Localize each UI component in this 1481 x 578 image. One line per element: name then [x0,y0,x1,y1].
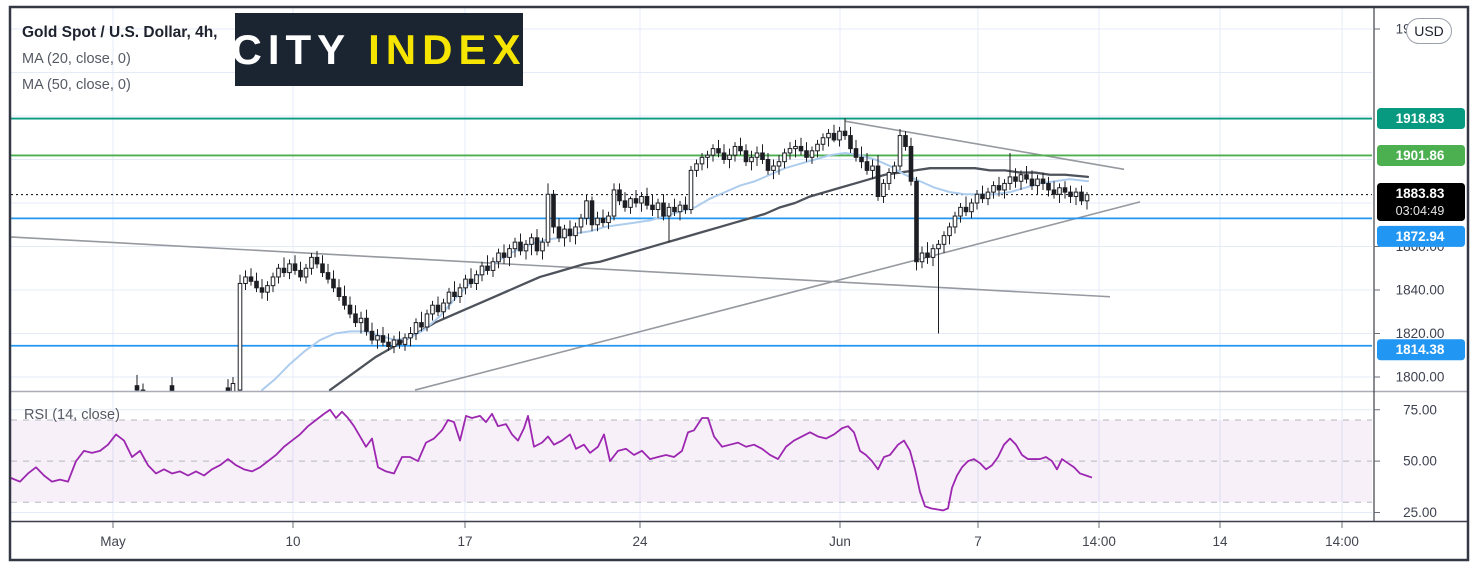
support-1872-badge [1377,225,1465,247]
time-axis[interactable]: May 10 17 24 Jun 7 14:00 14 14:00 [100,522,1359,549]
rsi-band [11,419,1372,503]
svg-text:25.00: 25.00 [1403,505,1437,520]
svg-text:1918.83: 1918.83 [1396,111,1445,126]
svg-text:1814.38: 1814.38 [1396,342,1445,357]
ma50-line [328,167,1090,392]
rsi-line [11,408,1093,512]
svg-text:1840.00: 1840.00 [1396,283,1445,298]
city-index-logo: CITY INDEX [231,13,527,86]
resistance-1901-badge [1377,144,1465,166]
svg-text:10: 10 [285,534,300,549]
ma20-line [261,151,1089,392]
chart-legend: Gold Spot / U.S. Dollar, 4h, MA (20, clo… [22,20,218,98]
svg-text:50.00: 50.00 [1403,454,1437,469]
svg-text:14: 14 [1212,534,1228,549]
svg-text:7: 7 [974,534,982,549]
svg-text:1883.83: 1883.83 [1396,186,1445,201]
price-axis[interactable]: 1960.001860.001840.001820.001800.0075.00… [1374,22,1444,521]
svg-text:May: May [100,534,126,549]
svg-text:1800.00: 1800.00 [1396,370,1445,385]
price-badges: 1918.83 1901.86 1872.94 1814.38 1883.83 03:04… [1377,108,1465,361]
svg-text:17: 17 [457,534,472,549]
level-lines[interactable] [11,117,1372,347]
ma50-legend[interactable]: MA (50, close, 0) [22,77,131,93]
support-1814-badge [1377,339,1465,361]
svg-text:24: 24 [632,534,648,549]
logo-text-city: CITY [231,25,369,73]
candlestick-series [134,118,1090,392]
long-descending-trendline[interactable] [9,236,1111,298]
ma20-legend[interactable]: MA (20, close, 0) [22,51,131,67]
svg-text:14:00: 14:00 [1082,534,1116,549]
svg-text:Jun: Jun [829,534,851,549]
svg-text:14:00: 14:00 [1325,534,1359,549]
trendlines[interactable] [9,120,1141,391]
short-descending-trendline[interactable] [844,120,1125,171]
logo-text-index: INDEX [368,25,527,73]
resistance-1918-badge [1377,108,1465,130]
svg-text:03:04:49: 03:04:49 [1396,204,1445,218]
currency-usd-button[interactable]: USD [1406,18,1452,44]
svg-text:1872.94: 1872.94 [1396,229,1445,244]
svg-text:1901.86: 1901.86 [1396,148,1445,163]
rsi-indicator-label[interactable]: RSI (14, close) [24,407,120,423]
ascending-support-trendline[interactable] [414,201,1141,391]
last-price-badge [1377,183,1465,221]
pane-separators[interactable] [11,8,1468,523]
chart-frame [8,5,1470,562]
moving-averages [261,151,1090,392]
symbol-title[interactable]: Gold Spot / U.S. Dollar, 4h, [22,24,218,41]
svg-text:1820.00: 1820.00 [1396,326,1445,341]
svg-text:75.00: 75.00 [1403,402,1437,417]
